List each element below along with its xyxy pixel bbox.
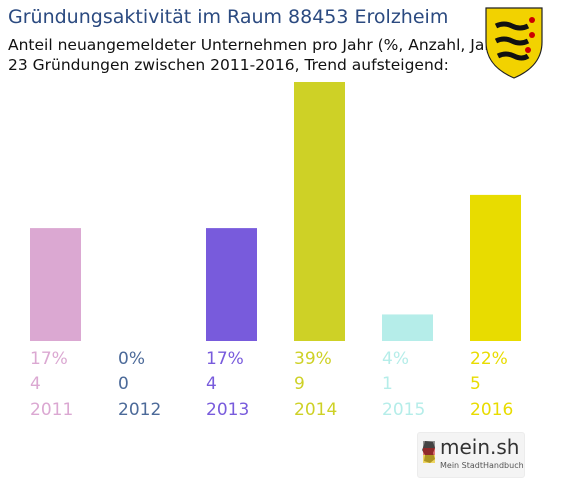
- percent-label-2016: 22%: [470, 349, 508, 369]
- percent-label-2014: 39%: [294, 349, 332, 369]
- count-label-2013: 4: [206, 374, 217, 394]
- year-label-2011: 2011: [30, 400, 73, 420]
- count-label-2012: 0: [118, 374, 129, 394]
- year-label-2012: 2012: [118, 400, 161, 420]
- year-label-2016: 2016: [470, 400, 513, 420]
- percent-label-2012: 0%: [118, 349, 145, 369]
- percent-label-2013: 17%: [206, 349, 244, 369]
- logo-name: mein.sh: [440, 435, 520, 459]
- bar-2013: [206, 228, 257, 341]
- percent-label-2011: 17%: [30, 349, 68, 369]
- count-label-2016: 5: [470, 374, 481, 394]
- chart-subtitle-line2: 23 Gründungen zwischen 2011-2016, Trend …: [8, 56, 449, 74]
- year-label-2013: 2013: [206, 400, 249, 420]
- count-label-2015: 1: [382, 374, 393, 394]
- year-label-2015: 2015: [382, 400, 425, 420]
- bar-2014: [294, 82, 345, 341]
- logo-tagline: Mein StadtHandbuch: [440, 461, 524, 470]
- mein-sh-logo: mein.sh Mein StadtHandbuch: [417, 432, 525, 478]
- percent-label-2015: 4%: [382, 349, 409, 369]
- bar-2016: [470, 194, 521, 341]
- bar-2015: [382, 314, 433, 341]
- count-label-2011: 4: [30, 374, 41, 394]
- year-label-2014: 2014: [294, 400, 337, 420]
- chart-subtitle-line1: Anteil neuangemeldeter Unternehmen pro J…: [8, 36, 507, 54]
- germany-map-icon: [422, 441, 435, 463]
- bar-2011: [30, 228, 81, 341]
- coat-of-arms-icon: [485, 7, 543, 79]
- chart-title: Gründungsaktivität im Raum 88453 Erolzhe…: [8, 6, 449, 28]
- count-label-2014: 9: [294, 374, 305, 394]
